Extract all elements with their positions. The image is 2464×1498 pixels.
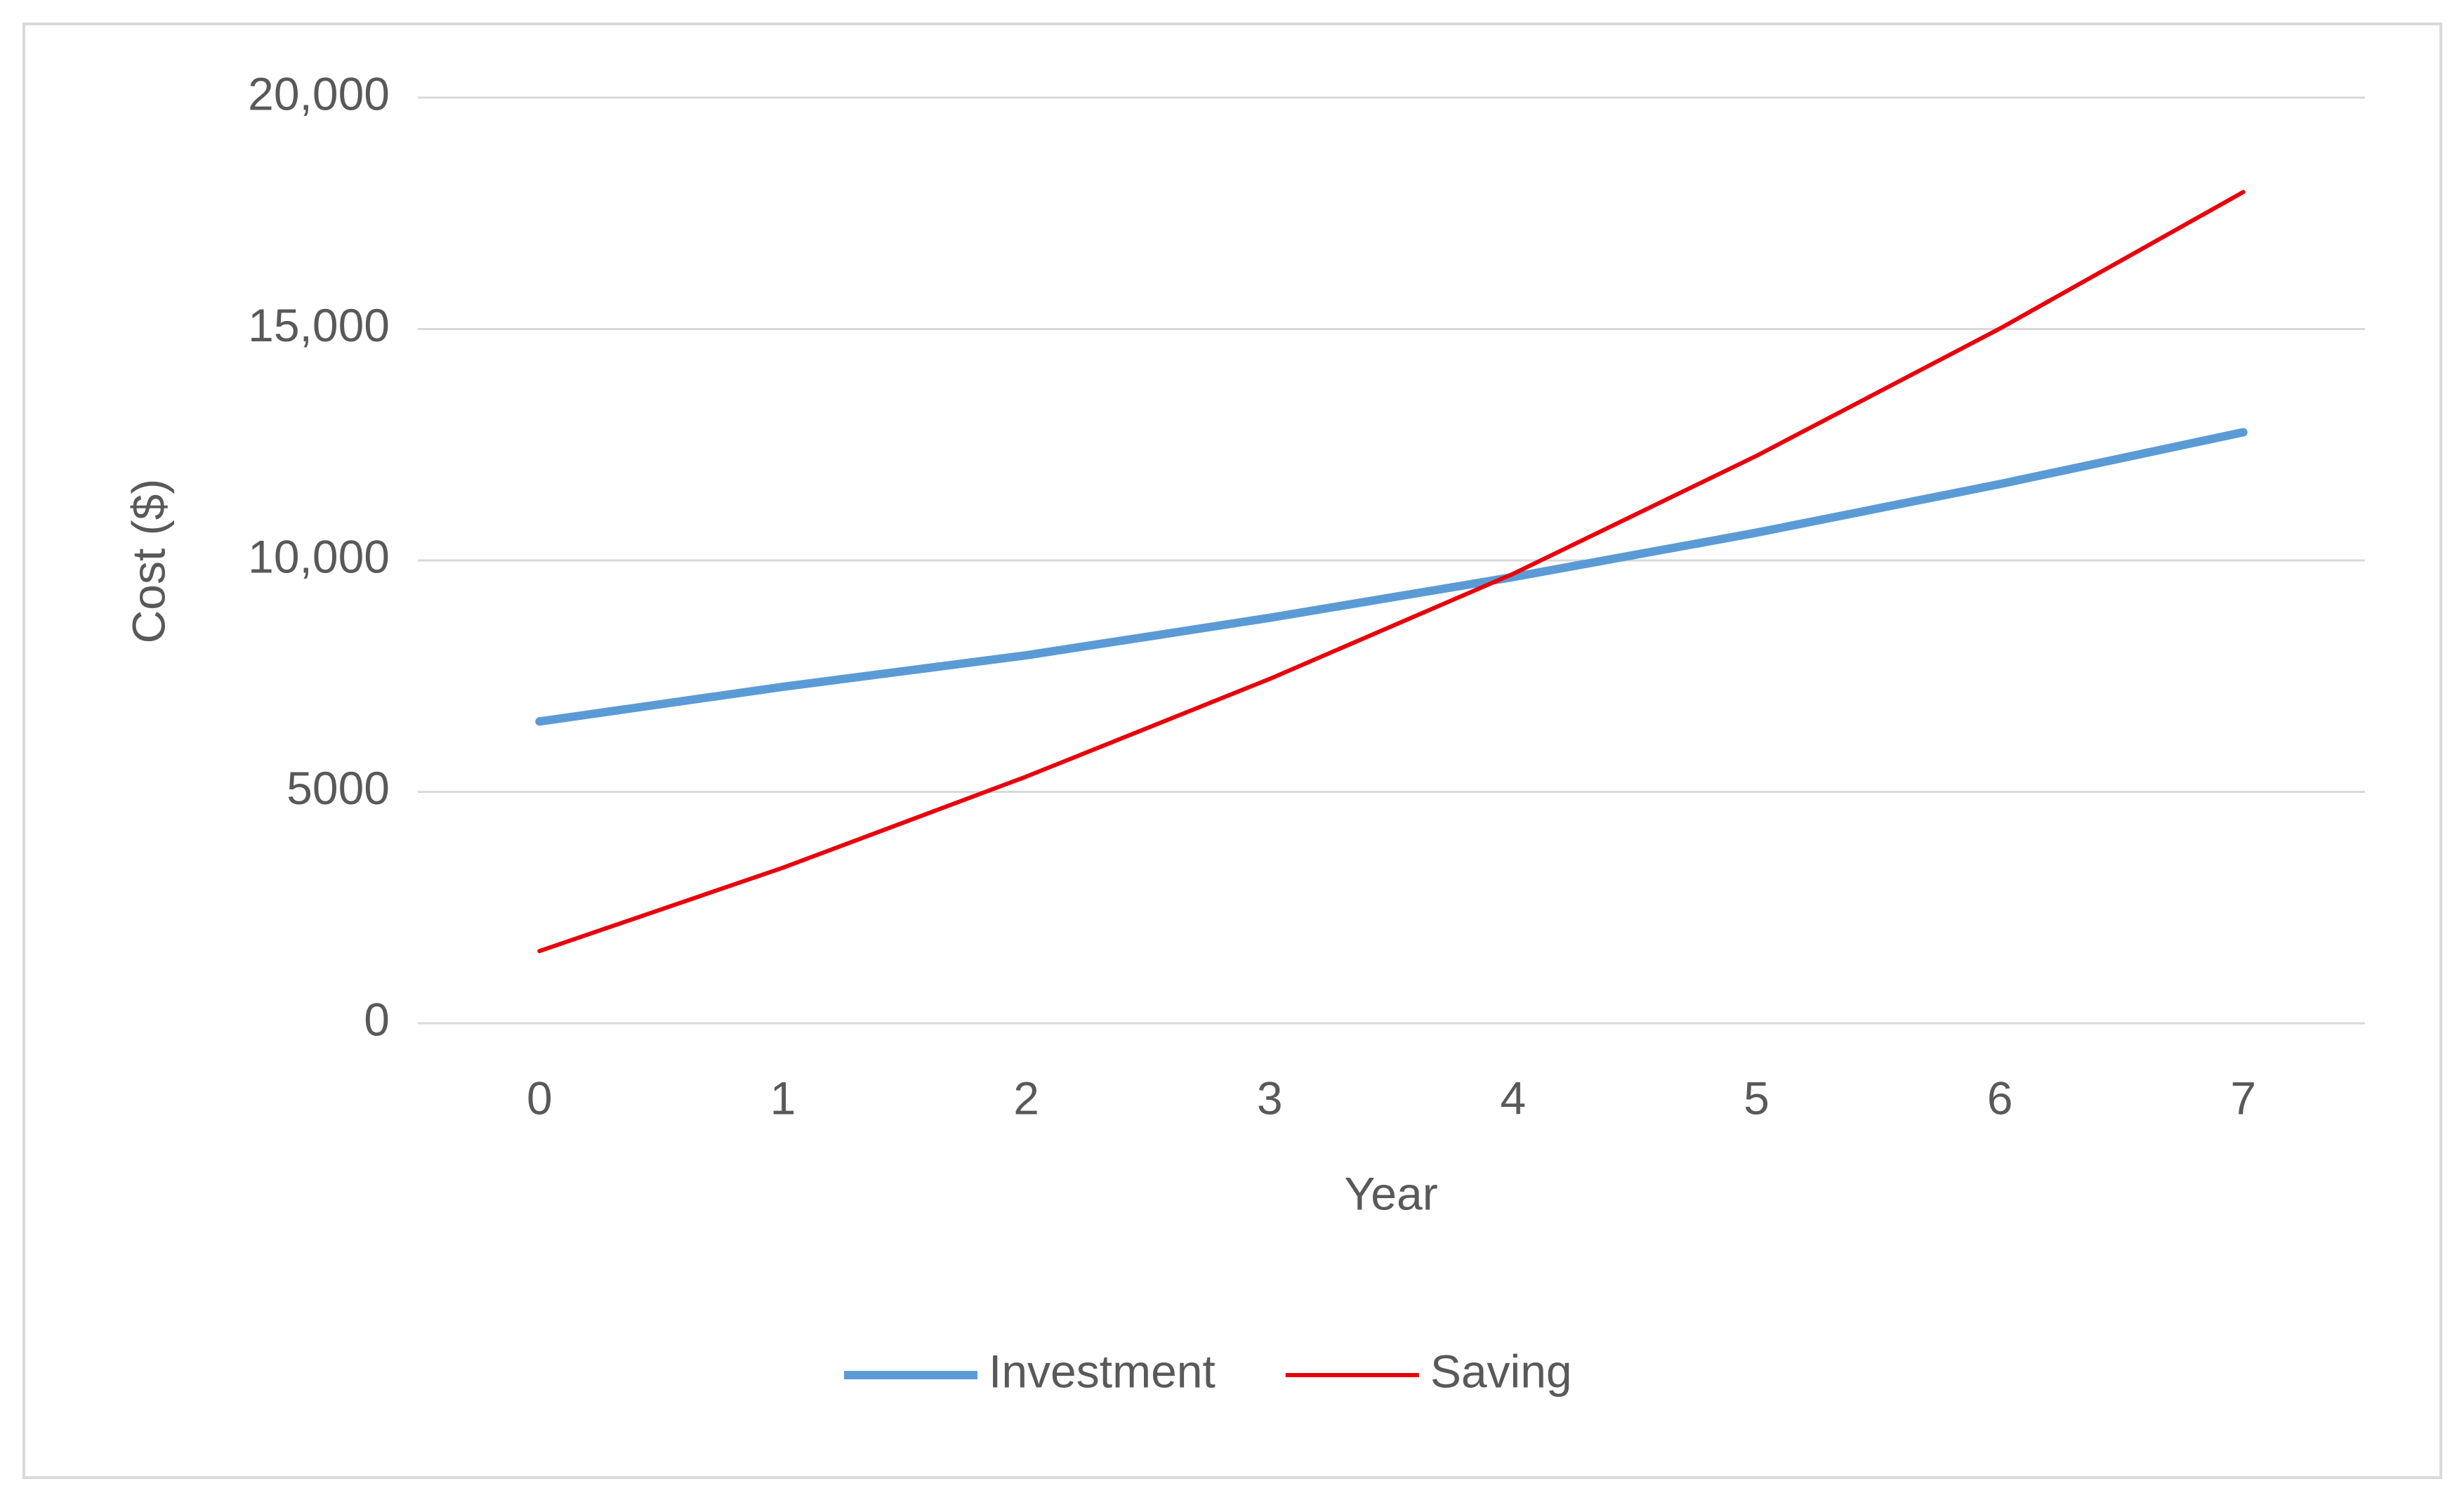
chart-border [22,22,2442,1479]
y-tick-label: 15,000 [248,299,390,351]
y-tick-label: 5000 [286,762,390,814]
x-tick-label: 0 [527,1072,553,1124]
x-tick-label: 6 [1987,1072,2013,1124]
x-tick-label: 5 [1744,1072,1770,1124]
x-tick-label: 2 [1013,1072,1039,1124]
x-tick-label: 3 [1257,1072,1283,1124]
x-axis-title: Year [1344,1167,1437,1219]
legend-label: Saving [1430,1345,1572,1397]
x-tick-label: 7 [2230,1072,2256,1124]
y-tick-label: 0 [364,993,390,1045]
data-line [537,190,2246,954]
y-tick-label: 20,000 [248,67,390,119]
x-tick-label: 4 [1500,1072,1526,1124]
y-tick-label: 10,000 [248,530,390,582]
data-line [535,428,2248,726]
y-axis-title: Cost ($) [122,479,174,644]
x-tick-label: 1 [770,1072,796,1124]
legend-label: Investment [989,1345,1215,1397]
